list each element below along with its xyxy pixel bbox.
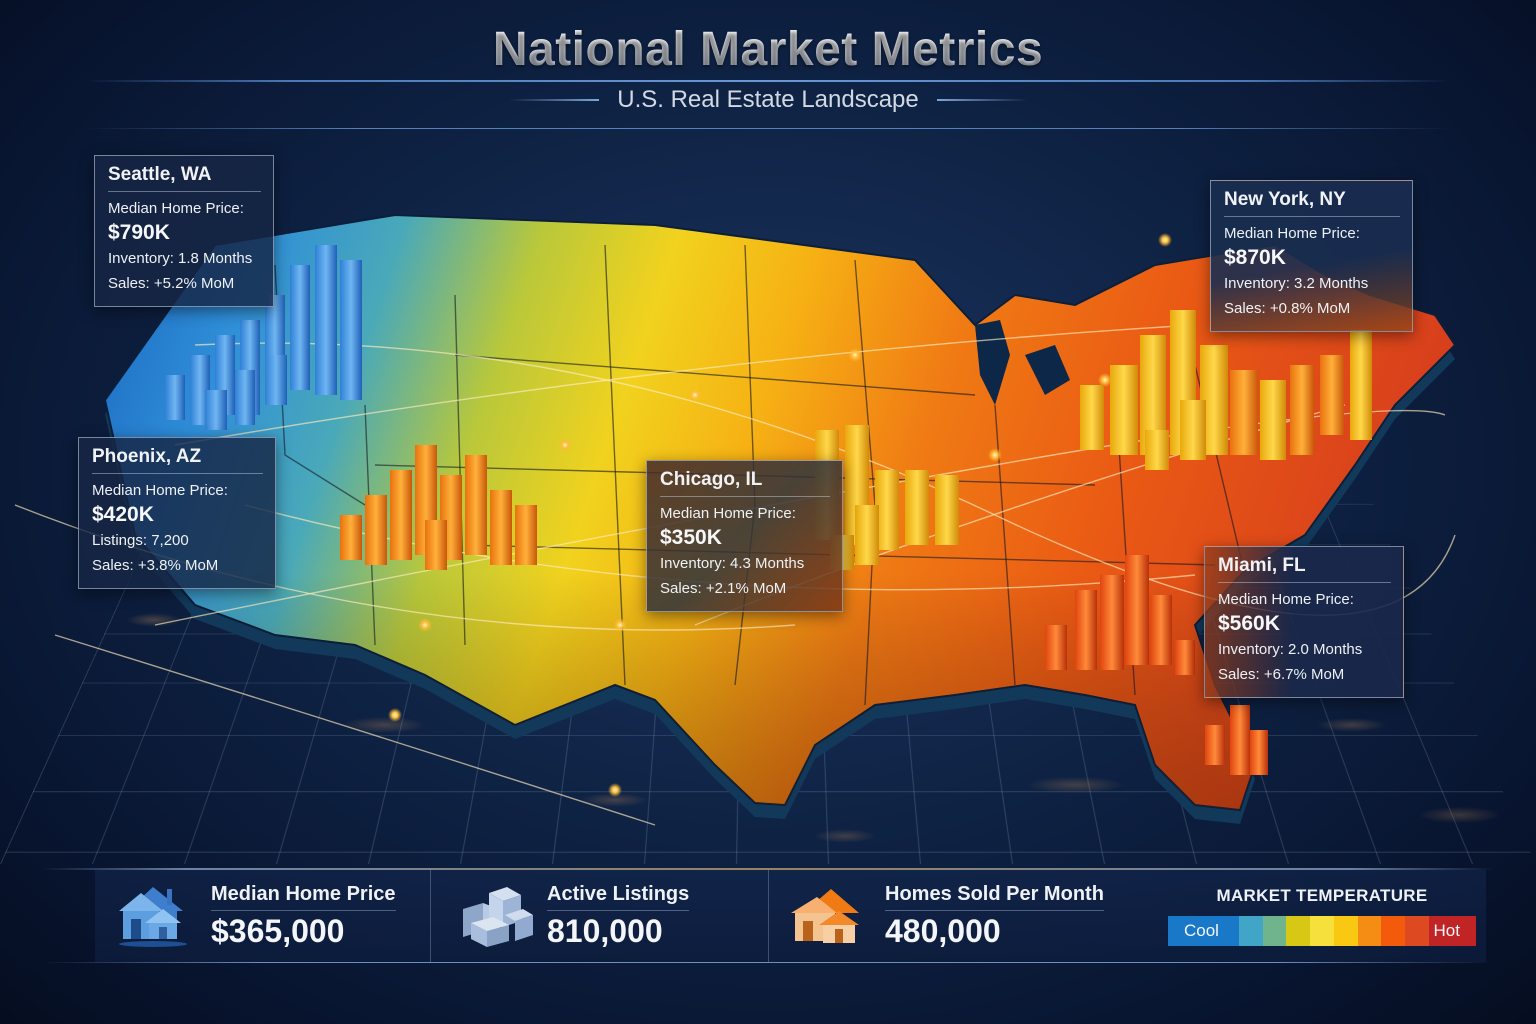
callout-sales: Sales: +0.8% MoM xyxy=(1224,300,1351,317)
callout-miami[interactable]: Miami, FL Median Home Price: $560K Inven… xyxy=(1204,546,1404,698)
temperature-segment xyxy=(1381,916,1405,946)
footer-divider-top xyxy=(40,868,1496,870)
legend-cool-label: Cool xyxy=(1184,921,1219,940)
callout-city: Miami, FL xyxy=(1218,555,1391,583)
footer-divider-bottom xyxy=(40,962,1496,963)
new-york-bars xyxy=(1080,310,1372,470)
temperature-segment xyxy=(1333,916,1358,946)
temperature-segment xyxy=(1168,916,1192,946)
callout-inventory: Inventory: 4.3 Months xyxy=(660,555,805,572)
subtitle-row: U.S. Real Estate Landscape xyxy=(0,86,1536,114)
callout-sales: Sales: +6.7% MoM xyxy=(1218,666,1345,683)
subtitle-line-left xyxy=(509,99,600,101)
page-title: National Market Metrics xyxy=(0,22,1536,77)
callout-city: Seattle, WA xyxy=(108,164,261,192)
callout-sales: Sales: +3.8% MoM xyxy=(92,557,219,574)
callout-inventory: Inventory: 3.2 Months xyxy=(1224,275,1369,292)
summary-value: $365,000 xyxy=(211,912,345,949)
summary-homes-sold: Homes Sold Per Month 480,000 xyxy=(768,870,1148,962)
temperature-segment xyxy=(1310,916,1334,946)
temperature-scale: Cool Hot xyxy=(1168,916,1476,946)
callout-price-label: Median Home Price: xyxy=(1218,591,1354,608)
summary-value: 810,000 xyxy=(547,912,663,949)
miami-bars xyxy=(1045,555,1268,775)
callout-price-label: Median Home Price: xyxy=(108,200,244,217)
summary-value: 480,000 xyxy=(885,912,1001,949)
callout-phoenix[interactable]: Phoenix, AZ Median Home Price: $420K Lis… xyxy=(78,437,276,589)
callout-price: $420K xyxy=(92,503,154,526)
callout-chicago[interactable]: Chicago, IL Median Home Price: $350K Inv… xyxy=(646,460,843,612)
market-temperature-legend: MARKET TEMPERATURE Cool Hot xyxy=(1168,886,1476,946)
temperature-segment xyxy=(1452,916,1476,946)
callout-listings: Listings: 7,200 xyxy=(92,532,189,549)
callout-price-label: Median Home Price: xyxy=(660,505,796,522)
callout-price: $870K xyxy=(1224,246,1286,269)
summary-label: Homes Sold Per Month xyxy=(885,883,1104,911)
summary-active-listings: Active Listings 810,000 xyxy=(430,870,768,962)
summary-bar: Median Home Price $365,000 Active Listin… xyxy=(95,870,1486,962)
temperature-segment xyxy=(1239,916,1263,946)
callout-price-label: Median Home Price: xyxy=(1224,225,1360,242)
header: National Market Metrics xyxy=(0,22,1536,77)
header-divider xyxy=(85,80,1451,82)
temperature-segment xyxy=(1404,916,1429,946)
callout-seattle[interactable]: Seattle, WA Median Home Price: $790K Inv… xyxy=(94,155,274,307)
temperature-segment xyxy=(1428,916,1453,946)
page-subtitle: U.S. Real Estate Landscape xyxy=(617,86,919,113)
summary-median-price: Median Home Price $365,000 xyxy=(95,870,430,962)
summary-label: Active Listings xyxy=(547,883,690,911)
phoenix-bars xyxy=(340,445,537,570)
temperature-segment xyxy=(1215,916,1240,946)
temperature-segment xyxy=(1286,916,1311,946)
temperature-segment xyxy=(1262,916,1287,946)
callout-city: Chicago, IL xyxy=(660,469,830,497)
callout-price: $560K xyxy=(1218,612,1280,635)
temperature-segment xyxy=(1357,916,1382,946)
temperature-segment xyxy=(1191,916,1216,946)
callout-inventory: Inventory: 1.8 Months xyxy=(108,250,253,267)
callout-city: New York, NY xyxy=(1224,189,1400,217)
callout-sales: Sales: +5.2% MoM xyxy=(108,275,235,292)
buildings-icon xyxy=(463,887,533,947)
header-divider-bottom xyxy=(85,128,1451,129)
seattle-bars xyxy=(165,245,362,430)
callout-price: $350K xyxy=(660,526,722,549)
callout-price-label: Median Home Price: xyxy=(92,482,228,499)
callout-new-york[interactable]: New York, NY Median Home Price: $870K In… xyxy=(1210,180,1413,332)
callout-sales: Sales: +2.1% MoM xyxy=(660,580,787,597)
legend-hot-label: Hot xyxy=(1433,921,1460,940)
callout-price: $790K xyxy=(108,221,170,244)
house-icon xyxy=(119,887,187,947)
summary-label: Median Home Price xyxy=(211,883,396,911)
subtitle-line-right xyxy=(936,99,1027,101)
callout-inventory: Inventory: 2.0 Months xyxy=(1218,641,1363,658)
legend-title: MARKET TEMPERATURE xyxy=(1216,886,1428,905)
callout-city: Phoenix, AZ xyxy=(92,446,263,474)
sold-house-icon xyxy=(791,889,859,943)
